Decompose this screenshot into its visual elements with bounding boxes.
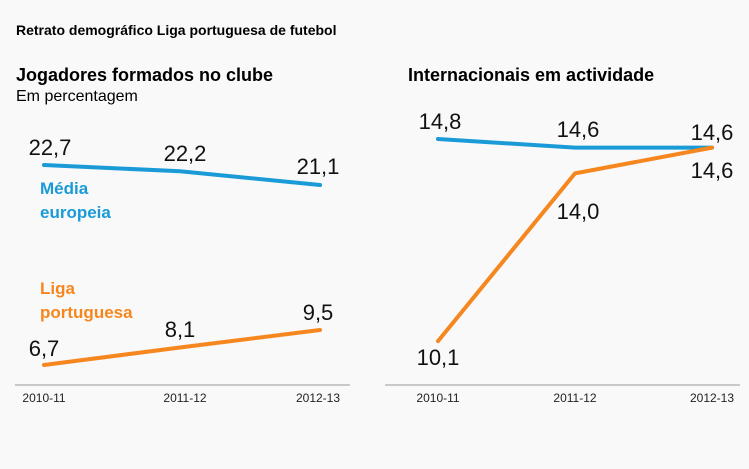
data-label: 22,2: [164, 141, 207, 166]
legend-portugal-line1: Liga: [40, 279, 75, 298]
data-label: 14,6: [691, 158, 734, 183]
x-tick-label: 2011-12: [553, 391, 596, 405]
series-line-1-1: [436, 145, 714, 344]
x-tick-label: 2012-13: [296, 391, 340, 405]
left-chart-title: Jogadores formados no clube: [16, 65, 273, 85]
data-label: 14,6: [691, 120, 734, 145]
data-label: 6,7: [29, 336, 60, 361]
data-label: 8,1: [165, 317, 196, 342]
x-tick-label: 2012-13: [690, 391, 734, 405]
data-label: 14,8: [419, 109, 462, 134]
data-label: 10,1: [417, 345, 460, 370]
left-chart-subtitle: Em percentagem: [16, 88, 138, 105]
legend-europe-line2: europeia: [40, 203, 111, 222]
data-label: 14,6: [557, 117, 600, 142]
data-label: 9,5: [303, 300, 334, 325]
right-chart-title: Internacionais em actividade: [408, 65, 654, 85]
data-label: 22,7: [29, 135, 72, 160]
legend-portugal-line2: portuguesa: [40, 303, 133, 322]
x-tick-label: 2011-12: [163, 391, 206, 405]
series-line-1-0: [436, 137, 714, 150]
series-line-0-0: [42, 163, 322, 187]
x-tick-label: 2010-11: [22, 391, 65, 405]
figure-title: Retrato demográfico Liga portuguesa de f…: [16, 22, 336, 38]
data-label: 21,1: [297, 154, 340, 179]
x-tick-label: 2010-11: [416, 391, 459, 405]
legend-europe-line1: Média: [40, 179, 89, 198]
series-line-0-1: [42, 328, 322, 367]
data-label: 14,0: [557, 199, 600, 224]
